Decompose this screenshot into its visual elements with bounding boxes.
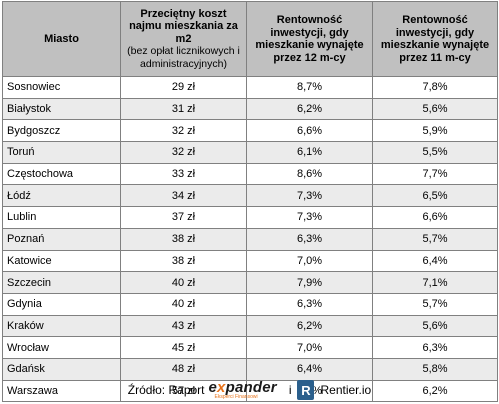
cell-cost: 38 zł [120,249,247,273]
table-row: Częstochowa 33 zł 8,6% 7,7% [2,162,498,186]
cell-yield-11: 6,3% [372,336,498,359]
cell-cost: 43 zł [120,314,247,338]
table-row: Szczecin 40 zł 7,9% 7,1% [2,271,498,294]
cell-yield-11: 5,9% [372,119,498,143]
expander-logo-pre: e [208,378,218,396]
cell-cost: 37 zł [120,206,247,229]
table-header: Miasto Przeciętny koszt najmu mieszkania… [2,1,498,77]
table-row: Bydgoszcz 32 zł 6,6% 5,9% [2,119,498,143]
cell-yield-12: 7,3% [246,184,373,208]
header-row: Miasto Przeciętny koszt najmu mieszkania… [2,1,498,77]
cell-city: Warszawa [2,379,121,403]
expander-logo-post: pander [225,378,277,396]
cell-yield-12: 6,3% [246,292,373,316]
cell-cost: 34 zł [120,184,247,208]
cell-cost: 32 zł [120,119,247,143]
cell-yield-11: 6,2% [372,379,498,403]
cell-cost: 48 zł [120,357,247,381]
table-row: Toruń 32 zł 6,1% 5,5% [2,141,498,164]
cell-city: Bydgoszcz [2,119,121,143]
table-row: Kraków 43 zł 6,2% 5,6% [2,314,498,338]
cell-yield-11: 5,6% [372,314,498,338]
cell-yield-11: 7,7% [372,162,498,186]
table-row: Łódź 34 zł 7,3% 6,5% [2,184,498,208]
table-row: Sosnowiec 29 zł 8,7% 7,8% [2,76,498,99]
cell-yield-11: 6,4% [372,249,498,273]
cell-cost: 40 zł [120,271,247,294]
cell-yield-12: 6,3% [246,227,373,251]
table-row: Wrocław 45 zł 7,0% 6,3% [2,336,498,359]
cell-yield-12: 7,0% [246,249,373,273]
cell-yield-11: 5,7% [372,227,498,251]
table-row: Poznań 38 zł 6,3% 5,7% [2,227,498,251]
cell-yield-12: 6,2% [246,97,373,121]
cell-city: Wrocław [2,336,121,359]
table-row: Gdynia 40 zł 6,3% 5,7% [2,292,498,316]
cell-city: Katowice [2,249,121,273]
cell-city: Kraków [2,314,121,338]
cell-yield-12: 8,7% [246,76,373,99]
cell-city: Białystok [2,97,121,121]
cell-yield-12: 7,9% [246,271,373,294]
table-row: Lublin 37 zł 7,3% 6,6% [2,206,498,229]
cell-yield-12: 8,6% [246,162,373,186]
cell-cost: 32 zł [120,141,247,164]
cell-yield-12: 7,3% [246,206,373,229]
cell-city: Poznań [2,227,121,251]
source-line: Źródło: Raport expander Eksperci Finanso… [0,377,499,403]
table-row: Białystok 31 zł 6,2% 5,6% [2,97,498,121]
header-city: Miasto [2,1,121,77]
cell-cost: 45 zł [120,336,247,359]
cell-city: Częstochowa [2,162,121,186]
cell-yield-12: 6,4% [246,357,373,381]
source-prefix: Źródło: Raport [127,383,205,397]
cell-yield-12: 6,2% [246,314,373,338]
cell-cost: 40 zł [120,292,247,316]
cell-yield-11: 7,8% [372,76,498,99]
cell-yield-11: 6,6% [372,206,498,229]
header-cost-note: (bez opłat licznikowych i administracyjn… [127,45,240,70]
cell-yield-12: 7,0% [246,336,373,359]
header-cost: Przeciętny koszt najmu mieszkania za m2 … [120,1,247,77]
cell-city: Szczecin [2,271,121,294]
cell-cost: 29 zł [120,76,247,99]
table-row: Gdańsk 48 zł 6,4% 5,8% [2,357,498,381]
cell-city: Łódź [2,184,121,208]
cell-city: Lublin [2,206,121,229]
cell-city: Toruń [2,141,121,164]
expander-logo: expander Eksperci Finansowi [208,378,277,400]
header-yield-11: Rentowność inwestycji, gdy mieszkanie wy… [372,1,498,77]
cell-cost: 33 zł [120,162,247,186]
cell-city: Gdańsk [2,357,121,381]
cell-yield-11: 6,5% [372,184,498,208]
cell-yield-12: 6,6% [246,119,373,143]
source-conjunction: i [288,383,292,397]
cell-city: Sosnowiec [2,76,121,99]
cell-cost: 31 zł [120,97,247,121]
table-row: Katowice 38 zł 7,0% 6,4% [2,249,498,273]
header-cost-title: Przeciętny koszt najmu mieszkania za m2 [129,7,238,45]
cell-yield-11: 5,7% [372,292,498,316]
cell-yield-11: 7,1% [372,271,498,294]
cell-yield-12: 6,1% [246,141,373,164]
table-body: Sosnowiec 29 zł 8,7% 7,8% Białystok 31 zł 6,2%… [2,76,498,403]
cell-cost: 38 zł [120,227,247,251]
cell-yield-11: 5,6% [372,97,498,121]
expander-tagline: Eksperci Finansowi [214,393,258,400]
expander-logo-x: x [217,378,226,396]
cell-yield-11: 5,5% [372,141,498,164]
rentier-icon: R [297,380,315,400]
header-yield-12: Rentowność inwestycji, gdy mieszkanie wy… [246,1,373,77]
cell-city: Gdynia [2,292,121,316]
rentier-name: Rentier.io [320,383,372,397]
